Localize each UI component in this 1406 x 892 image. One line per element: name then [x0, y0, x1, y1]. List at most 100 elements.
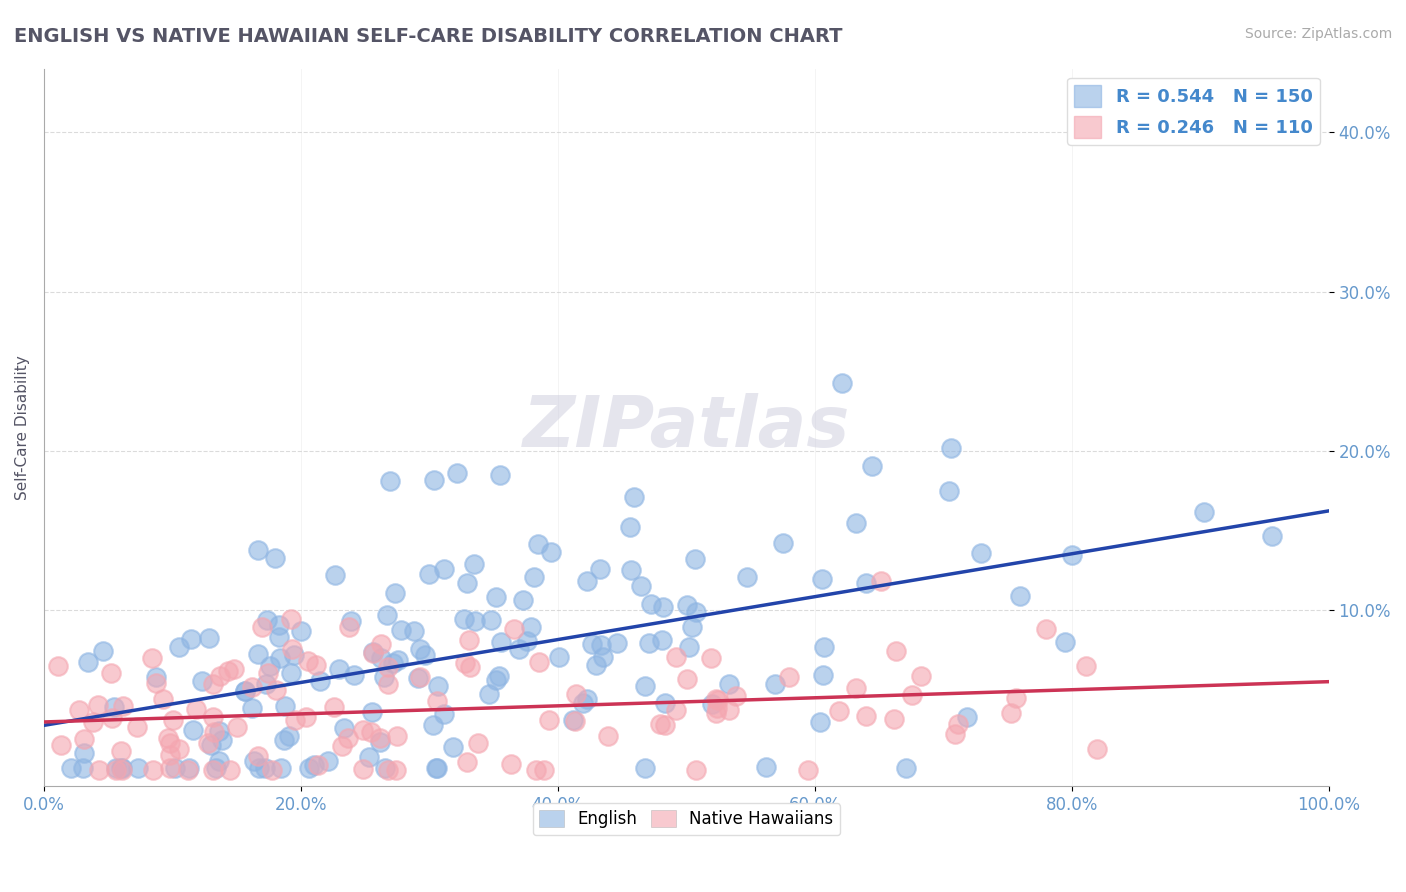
Native Hawaiians: [700, 651, 723, 665]
English: [253, 761, 276, 775]
English: [581, 638, 603, 652]
English: [302, 758, 325, 772]
English: [575, 574, 598, 589]
English: [104, 761, 127, 775]
English: [205, 761, 228, 775]
Native Hawaiians: [352, 762, 374, 776]
Native Hawaiians: [869, 574, 891, 588]
English: [423, 473, 446, 487]
Native Hawaiians: [46, 659, 69, 673]
English: [270, 761, 292, 775]
English: [735, 569, 758, 583]
English: [103, 700, 125, 714]
English: [433, 562, 456, 576]
English: [811, 572, 834, 586]
Native Hawaiians: [884, 644, 907, 658]
English: [211, 733, 233, 747]
English: [269, 650, 291, 665]
Native Hawaiians: [82, 715, 104, 730]
Native Hawaiians: [718, 703, 741, 717]
English: [240, 701, 263, 715]
English: [191, 674, 214, 689]
Native Hawaiians: [665, 650, 688, 665]
English: [177, 761, 200, 775]
English: [630, 580, 652, 594]
Native Hawaiians: [409, 670, 432, 684]
Native Hawaiians: [280, 612, 302, 626]
Native Hawaiians: [145, 676, 167, 690]
Native Hawaiians: [156, 731, 179, 746]
English: [654, 696, 676, 710]
English: [755, 759, 778, 773]
Y-axis label: Self-Care Disability: Self-Care Disability: [15, 355, 30, 500]
Native Hawaiians: [538, 713, 561, 727]
English: [562, 713, 585, 727]
Native Hawaiians: [370, 637, 392, 651]
Text: ZIPatlas: ZIPatlas: [523, 392, 851, 462]
Native Hawaiians: [87, 763, 110, 777]
English: [389, 623, 412, 637]
English: [512, 592, 534, 607]
Native Hawaiians: [828, 704, 851, 718]
Native Hawaiians: [323, 699, 346, 714]
English: [246, 543, 269, 558]
Native Hawaiians: [260, 763, 283, 777]
English: [718, 677, 741, 691]
English: [702, 697, 724, 711]
English: [360, 705, 382, 719]
English: [651, 633, 673, 648]
English: [969, 546, 991, 560]
Native Hawaiians: [284, 714, 307, 728]
English: [548, 650, 571, 665]
English: [441, 739, 464, 754]
Native Hawaiians: [159, 761, 181, 775]
Native Hawaiians: [250, 620, 273, 634]
English: [652, 600, 675, 615]
English: [592, 650, 614, 665]
English: [381, 657, 404, 671]
Native Hawaiians: [704, 691, 727, 706]
Native Hawaiians: [305, 658, 328, 673]
Native Hawaiians: [704, 706, 727, 720]
Native Hawaiians: [330, 739, 353, 753]
English: [259, 658, 281, 673]
English: [463, 614, 485, 628]
Legend: English, Native Hawaiians: English, Native Hawaiians: [533, 804, 839, 835]
English: [585, 657, 607, 672]
English: [413, 648, 436, 662]
English: [860, 458, 883, 473]
Native Hawaiians: [67, 703, 90, 717]
English: [425, 761, 447, 775]
English: [233, 684, 256, 698]
Native Hawaiians: [533, 763, 555, 777]
Native Hawaiians: [111, 763, 134, 777]
Native Hawaiians: [202, 725, 225, 739]
English: [478, 686, 501, 700]
English: [640, 597, 662, 611]
English: [408, 671, 430, 685]
Native Hawaiians: [110, 744, 132, 758]
Native Hawaiians: [368, 731, 391, 745]
English: [254, 677, 277, 691]
Native Hawaiians: [264, 682, 287, 697]
English: [1060, 548, 1083, 562]
English: [479, 613, 502, 627]
Native Hawaiians: [141, 650, 163, 665]
Native Hawaiians: [224, 662, 246, 676]
Native Hawaiians: [112, 698, 135, 713]
English: [638, 636, 661, 650]
Native Hawaiians: [1074, 659, 1097, 673]
English: [575, 692, 598, 706]
English: [328, 662, 350, 676]
Native Hawaiians: [1004, 691, 1026, 706]
Native Hawaiians: [454, 656, 477, 670]
Native Hawaiians: [159, 736, 181, 750]
English: [634, 679, 657, 693]
English: [273, 732, 295, 747]
English: [110, 761, 132, 775]
English: [675, 598, 697, 612]
Native Hawaiians: [457, 632, 479, 647]
English: [685, 552, 707, 566]
English: [91, 644, 114, 658]
English: [308, 674, 330, 689]
